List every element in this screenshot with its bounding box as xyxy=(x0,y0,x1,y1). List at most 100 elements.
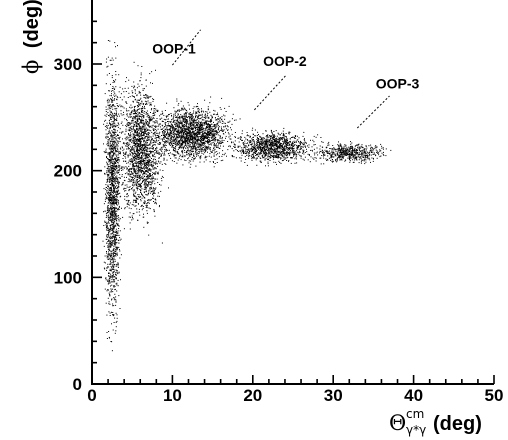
data-point xyxy=(140,97,142,99)
data-point xyxy=(175,120,177,122)
data-point xyxy=(150,153,152,155)
data-point xyxy=(180,130,181,132)
data-point xyxy=(140,176,142,178)
data-point xyxy=(164,149,166,151)
data-point xyxy=(152,154,154,156)
data-point xyxy=(115,74,117,76)
data-point xyxy=(114,260,116,262)
data-point xyxy=(109,105,111,107)
data-point xyxy=(138,129,140,131)
data-point xyxy=(136,124,138,126)
data-point xyxy=(183,125,184,127)
data-point xyxy=(109,225,111,226)
data-point xyxy=(168,125,170,126)
data-point xyxy=(177,149,179,150)
data-point xyxy=(140,167,142,169)
data-point xyxy=(193,106,195,108)
data-point xyxy=(103,188,105,190)
data-point xyxy=(139,185,141,186)
data-point xyxy=(158,153,160,155)
data-point xyxy=(145,85,147,87)
data-point xyxy=(106,223,108,225)
data-point xyxy=(107,139,109,141)
data-point xyxy=(117,254,118,256)
data-point xyxy=(139,112,141,113)
data-point xyxy=(164,135,165,137)
data-point xyxy=(147,170,149,172)
data-point xyxy=(133,159,135,161)
data-point xyxy=(201,113,203,115)
data-point xyxy=(147,164,149,166)
data-point xyxy=(128,134,130,136)
data-point xyxy=(113,226,115,228)
data-point xyxy=(215,124,217,126)
data-point xyxy=(189,142,191,143)
data-point xyxy=(133,133,135,135)
data-point xyxy=(143,200,145,202)
data-point xyxy=(109,196,110,198)
data-point xyxy=(139,167,141,169)
data-point xyxy=(181,107,182,109)
data-point xyxy=(129,113,131,115)
data-point xyxy=(167,141,169,143)
data-point xyxy=(201,135,203,137)
data-point xyxy=(114,162,116,164)
data-point xyxy=(113,209,115,211)
data-point xyxy=(145,170,146,172)
data-point xyxy=(122,124,124,126)
data-point xyxy=(115,252,117,254)
data-point xyxy=(150,199,152,201)
data-point xyxy=(118,142,119,144)
data-point xyxy=(117,262,119,264)
data-point xyxy=(111,228,113,230)
data-point xyxy=(171,115,173,117)
data-point xyxy=(138,156,140,158)
data-point xyxy=(119,153,121,155)
data-point xyxy=(126,123,128,125)
data-point xyxy=(174,134,176,136)
data-point xyxy=(118,193,120,194)
data-point xyxy=(104,220,106,222)
data-point xyxy=(144,147,145,149)
data-point xyxy=(134,168,136,170)
data-point xyxy=(153,111,155,113)
data-point xyxy=(211,140,213,141)
data-point xyxy=(106,227,108,229)
data-point xyxy=(113,187,114,189)
data-point xyxy=(155,110,157,112)
data-point xyxy=(147,132,149,134)
data-point xyxy=(118,140,120,142)
data-point xyxy=(148,171,149,173)
data-point xyxy=(108,254,110,256)
data-point xyxy=(108,246,110,248)
data-point xyxy=(111,173,113,175)
data-point xyxy=(199,161,201,163)
data-point xyxy=(122,182,124,183)
data-point xyxy=(113,201,115,203)
data-point xyxy=(140,126,142,128)
data-point xyxy=(108,229,109,231)
data-point xyxy=(192,115,193,117)
data-point xyxy=(106,239,108,240)
data-point xyxy=(131,95,133,97)
data-point xyxy=(108,239,110,241)
data-point xyxy=(197,142,199,144)
data-point xyxy=(157,192,159,194)
data-point xyxy=(165,140,167,142)
data-point xyxy=(142,115,144,117)
data-point xyxy=(119,147,121,149)
data-point xyxy=(121,114,123,116)
data-point xyxy=(205,141,207,142)
data-point xyxy=(216,131,218,133)
data-point xyxy=(143,128,145,130)
data-point xyxy=(128,79,130,81)
data-point xyxy=(182,164,184,166)
data-point xyxy=(182,140,184,142)
data-point xyxy=(116,196,118,198)
data-point xyxy=(113,91,115,93)
data-point xyxy=(209,120,211,122)
data-point xyxy=(137,116,139,118)
data-point xyxy=(114,126,116,128)
data-point xyxy=(206,117,208,119)
data-point xyxy=(118,228,120,229)
